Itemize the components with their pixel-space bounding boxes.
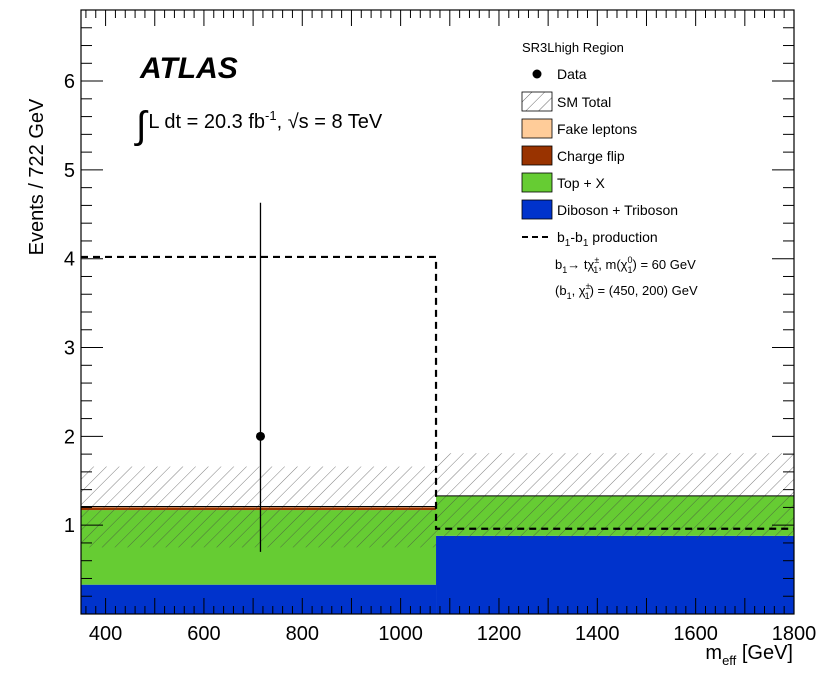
luminosity-label: ∫ L dt = 20.3 fb-1, √s = 8 TeV [134, 105, 383, 147]
x-axis-title: meff [GeV] [705, 642, 793, 668]
legend-diboson-label: Diboson + Triboson [557, 202, 678, 218]
tick-labels: 400 600 800 1000 1200 1400 1600 1800 1 2 3 4 5 6 [64, 71, 816, 645]
x-tick-label: 400 [89, 623, 122, 645]
legend-fake-swatch [521, 118, 553, 139]
bar-0-bin-0 [81, 584, 437, 614]
y-tick-label: 1 [64, 515, 75, 537]
legend-sm-total-label: SM Total [557, 94, 611, 110]
x-tick-label: 1400 [575, 623, 620, 645]
data-points [255, 202, 265, 552]
y-tick-label: 6 [64, 71, 75, 93]
bar-0-bin-1 [436, 535, 794, 614]
axis-ticks [81, 10, 795, 614]
y-tick-label: 2 [64, 426, 75, 448]
legend-sm-total-swatch [521, 91, 553, 112]
y-axis-title: Events / 722 GeV [26, 98, 48, 255]
legend-fake-label: Fake leptons [557, 121, 637, 137]
signal-path [81, 255, 794, 530]
legend: SR3Lhigh Region Data SM Total Fake lepto… [521, 40, 698, 301]
region-label: SR3Lhigh Region [522, 40, 624, 55]
data-point-0 [255, 431, 265, 441]
y-tick-label: 5 [64, 160, 75, 182]
y-tick-label: 4 [64, 249, 75, 271]
x-tick-label: 1800 [772, 623, 817, 645]
x-tick-label: 1000 [378, 623, 423, 645]
legend-top-x-swatch [521, 172, 553, 193]
legend-signal-label-1: b1-b1 production [557, 229, 658, 249]
legend-diboson-swatch [521, 199, 553, 220]
legend-data-marker [532, 69, 542, 79]
legend-charge-flip-label: Charge flip [557, 148, 625, 164]
x-tick-label: 600 [187, 623, 220, 645]
x-tick-label: 1600 [673, 623, 718, 645]
legend-signal-label-2: b1→ tχ± 1, m(χ0 1) = 60 GeV [555, 255, 696, 275]
legend-signal-label-3: (b1, χ± 1) = (450, 200) GeV [555, 281, 698, 301]
y-tick-label: 3 [64, 338, 75, 360]
sm-total-uncertainty [81, 453, 794, 548]
x-tick-label: 1200 [477, 623, 522, 645]
signal-line [81, 255, 794, 530]
experiment-label: ATLAS [139, 52, 238, 85]
x-tick-label: 800 [286, 623, 319, 645]
legend-data-label: Data [557, 66, 587, 82]
legend-charge-flip-swatch [521, 145, 553, 166]
legend-top-x-label: Top + X [557, 175, 606, 191]
